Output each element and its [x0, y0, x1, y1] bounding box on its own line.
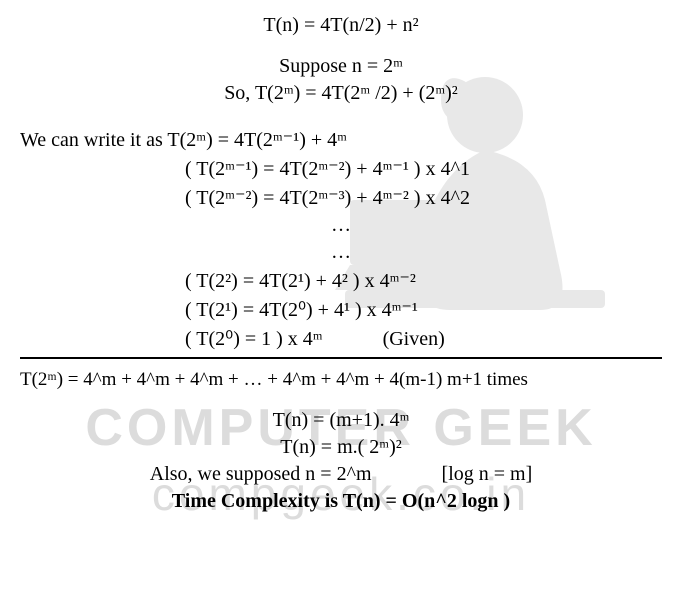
ellipsis-2: …	[20, 241, 662, 264]
eq-expand-6: ( T(2⁰) = 1 ) x 4ᵐ	[185, 328, 323, 350]
eq-sum: T(2ᵐ) = 4^m + 4^m + 4^m + … + 4^m + 4^m …	[20, 369, 662, 391]
eq-expand-5: ( T(2¹) = 4T(2⁰) + 4¹ ) x 4ᵐ⁻¹	[20, 297, 662, 322]
eq-recurrence: T(n) = 4T(n/2) + n²	[20, 14, 662, 37]
eq-logn: [log n = m]	[442, 463, 533, 486]
eq-so-row: So, T(2ᵐ) = 4T(2ᵐ /2) + (2ᵐ)²	[20, 82, 662, 105]
label-write-as: We can write it as	[20, 129, 167, 151]
eq-also: Also, we supposed n = 2^m	[150, 463, 372, 485]
label-given: (Given)	[383, 328, 445, 351]
eq-expand-4: ( T(2²) = 4T(2¹) + 4² ) x 4ᵐ⁻²	[20, 268, 662, 293]
eq-expand-3: ( T(2ᵐ⁻²) = 4T(2ᵐ⁻³) + 4ᵐ⁻² ) x 4^2	[20, 185, 662, 210]
eq-closed-2: T(n) = m.( 2ᵐ)²	[20, 436, 662, 459]
eq-expand-6-row: ( T(2⁰) = 1 ) x 4ᵐ (Given)	[20, 326, 662, 351]
eq-also-row: Also, we supposed n = 2^m [log n = m]	[20, 463, 662, 486]
ellipsis-1: …	[20, 214, 662, 237]
label-so: So,	[224, 82, 255, 104]
eq-result-text: Time Complexity is T(n) = O(n^2 logn )	[172, 490, 510, 512]
eq-closed-1: T(n) = (m+1). 4ᵐ	[20, 409, 662, 432]
divider-line	[20, 357, 662, 359]
eq-expand-2: ( T(2ᵐ⁻¹) = 4T(2ᵐ⁻²) + 4ᵐ⁻¹ ) x 4^1	[20, 156, 662, 181]
derivation-content: T(n) = 4T(n/2) + n² Suppose n = 2ᵐ So, T…	[0, 0, 682, 527]
eq-expand-row: We can write it as T(2ᵐ) = 4T(2ᵐ⁻¹) + 4ᵐ	[20, 127, 662, 152]
eq-suppose: Suppose n = 2ᵐ	[20, 55, 662, 78]
eq-so: T(2ᵐ) = 4T(2ᵐ /2) + (2ᵐ)²	[255, 82, 458, 104]
eq-result: Time Complexity is T(n) = O(n^2 logn )	[20, 490, 662, 513]
eq-expand-1: T(2ᵐ) = 4T(2ᵐ⁻¹) + 4ᵐ	[167, 129, 347, 151]
